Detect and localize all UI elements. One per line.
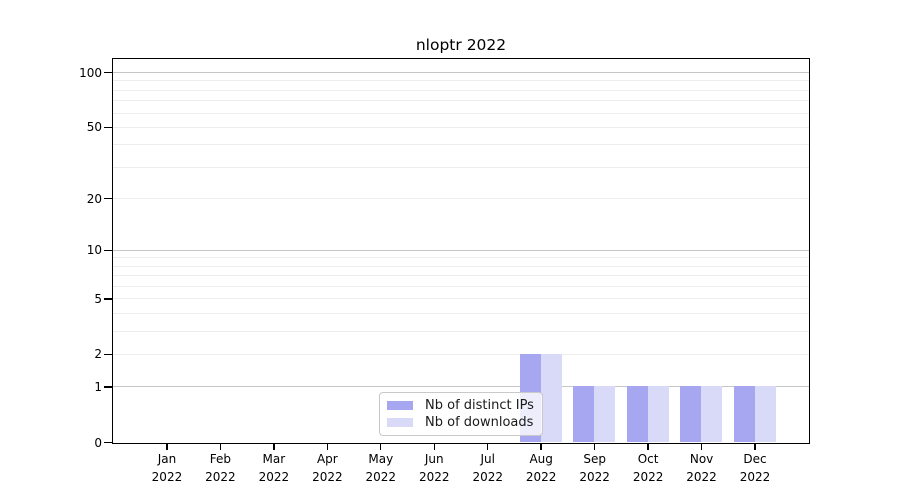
x-tick-label-nov: Nov 2022 — [686, 452, 717, 484]
minor-gridline — [113, 265, 809, 267]
legend-label-distinct-ips: Nb of distinct IPs — [425, 397, 534, 413]
legend-item-downloads: Nb of downloads — [387, 415, 535, 430]
bar-aug-downloads — [540, 353, 562, 442]
bar-nov-downloads — [701, 386, 723, 442]
y-tick-mark — [104, 126, 112, 129]
minor-gridline — [113, 126, 809, 128]
distinct-ips-swatch-icon — [387, 400, 413, 410]
x-tick-label-aug: Aug 2022 — [525, 452, 557, 484]
minor-gridline — [113, 166, 809, 168]
minor-gridline — [113, 144, 809, 146]
y-tick-label: 2 — [94, 347, 102, 362]
minor-gridline — [113, 286, 809, 288]
major-gridline — [113, 72, 809, 74]
y-tick-mark — [104, 353, 112, 356]
x-tick-label-mar: Mar 2022 — [258, 452, 290, 484]
y-tick-label: 100 — [79, 65, 102, 80]
x-tick-mark — [219, 444, 222, 450]
x-tick-mark — [700, 444, 703, 450]
y-tick-mark — [104, 298, 112, 300]
x-tick-label-oct: Oct 2022 — [632, 452, 664, 484]
y-tick-mark — [104, 386, 112, 388]
legend-item-distinct-ips: Nb of distinct IPs — [387, 398, 535, 413]
x-tick-label-jan: Jan 2022 — [151, 452, 183, 484]
major-gridline — [113, 249, 809, 251]
minor-gridline — [113, 89, 809, 91]
x-tick-mark — [326, 444, 329, 450]
x-tick-mark — [273, 444, 275, 450]
bar-sep-distinct-ips — [573, 386, 595, 442]
legend: Nb of distinct IPs Nb of downloads — [379, 392, 543, 436]
x-tick-mark — [433, 444, 435, 450]
minor-gridline — [113, 275, 809, 277]
y-tick-label: 5 — [94, 291, 102, 306]
minor-gridline — [113, 313, 809, 315]
legend-label-downloads: Nb of downloads — [425, 415, 534, 431]
x-tick-label-may: May 2022 — [365, 452, 397, 484]
plot-area — [112, 58, 810, 444]
x-tick-mark — [380, 444, 382, 450]
minor-gridline — [113, 330, 809, 332]
bar-nov-distinct-ips — [680, 386, 702, 442]
bar-dec-distinct-ips — [733, 386, 755, 442]
x-tick-label-apr: Apr 2022 — [312, 452, 343, 484]
chart-title: nloptr 2022 — [415, 36, 507, 54]
x-tick-label-sep: Sep 2022 — [579, 452, 610, 484]
x-tick-mark — [540, 444, 542, 450]
bar-oct-downloads — [647, 386, 669, 442]
x-tick-label-jul: Jul 2022 — [472, 452, 503, 484]
minor-gridline — [113, 257, 809, 259]
y-tick-label: 0 — [94, 435, 102, 450]
minor-gridline — [113, 112, 809, 114]
y-tick-label: 1 — [94, 379, 102, 394]
y-tick-mark — [104, 71, 112, 74]
y-tick-label: 10 — [86, 243, 102, 258]
y-tick-label: 50 — [86, 120, 102, 135]
minor-gridline — [113, 353, 809, 355]
bar-sep-downloads — [594, 386, 616, 442]
x-tick-mark — [647, 444, 649, 450]
minor-gridline — [113, 298, 809, 300]
x-tick-mark — [754, 444, 756, 450]
bar-dec-downloads — [754, 386, 776, 442]
y-tick-mark — [104, 197, 112, 200]
x-tick-mark — [593, 444, 596, 450]
bar-oct-distinct-ips — [626, 386, 648, 442]
x-tick-mark — [487, 444, 489, 450]
downloads-swatch-icon — [387, 418, 413, 428]
y-tick-mark — [104, 249, 112, 252]
x-tick-label-feb: Feb 2022 — [205, 452, 236, 484]
minor-gridline — [113, 80, 809, 82]
y-tick-mark — [104, 441, 112, 444]
y-tick-label: 20 — [86, 191, 102, 206]
x-tick-mark — [166, 444, 168, 450]
minor-gridline — [113, 198, 809, 199]
x-tick-label-jun: Jun 2022 — [418, 452, 450, 484]
major-gridline — [113, 386, 809, 388]
minor-gridline — [113, 100, 809, 102]
x-tick-label-dec: Dec 2022 — [739, 452, 771, 484]
